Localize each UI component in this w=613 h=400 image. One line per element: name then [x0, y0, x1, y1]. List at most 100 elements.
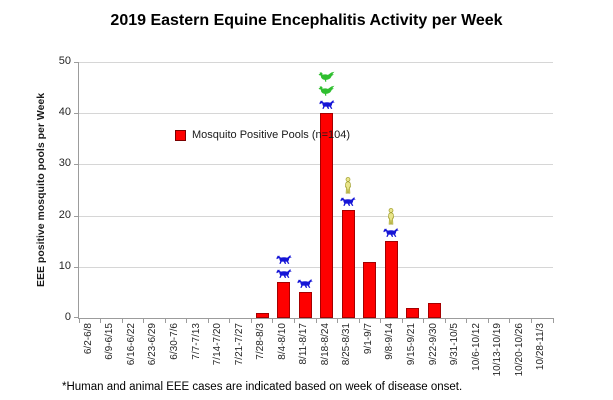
x-label-cell: 7/14-7/20 [207, 323, 229, 381]
x-axis-tick [487, 318, 489, 323]
x-tick-label: 9/22-9/30 [427, 323, 439, 366]
bar [341, 210, 355, 318]
y-tick-label: 40 [58, 106, 71, 119]
x-label-cell: 6/2-6/8 [78, 323, 100, 381]
category-cell [531, 62, 554, 323]
x-tick-label: 6/9-6/15 [104, 323, 116, 360]
x-label-cell: 10/6-10/12 [466, 323, 488, 381]
y-tick-label: 10 [58, 259, 71, 272]
x-label-cell: 7/7-7/13 [186, 323, 208, 381]
x-tick-label: 9/8-9/14 [384, 323, 396, 360]
y-axis-tick [74, 164, 79, 166]
category-cell [316, 62, 339, 323]
x-label-cell: 8/25-8/31 [337, 323, 359, 381]
x-tick-label: 8/25-8/31 [341, 323, 353, 366]
category-cell [424, 62, 446, 323]
x-label-cell: 8/18-8/24 [315, 323, 337, 381]
x-label-cell: 10/20-10/26 [509, 323, 531, 381]
x-axis-tick [229, 318, 231, 323]
x-axis-tick [207, 318, 209, 323]
x-label-cell: 9/8-9/14 [380, 323, 402, 381]
x-axis-tick [509, 318, 511, 323]
horse-icon [340, 197, 356, 207]
bar [277, 282, 291, 318]
x-axis-tick [293, 318, 295, 323]
category-cell [187, 62, 209, 323]
category-cell [208, 62, 231, 323]
x-tick-label: 6/30-7/6 [168, 323, 180, 360]
x-axis-tick [78, 318, 80, 323]
legend-label: Mosquito Positive Pools (n=104) [192, 129, 351, 141]
icon-stack-item [386, 208, 396, 225]
x-tick-label: 7/21-7/27 [233, 323, 245, 366]
x-label-cell: 8/11-8/17 [293, 323, 315, 381]
x-tick-label: 6/2-6/8 [82, 323, 94, 355]
y-tick-label: 50 [58, 55, 71, 67]
bar [320, 113, 334, 318]
y-tick-label: 0 [64, 311, 71, 323]
x-tick-label: 8/18-8/24 [319, 323, 331, 366]
x-tick-label: 9/31-10/5 [449, 323, 461, 366]
horse-icon [297, 279, 313, 289]
category-cell [510, 62, 532, 323]
horse-icon [276, 269, 292, 278]
x-axis-tick [337, 318, 339, 323]
icon-stack-item [276, 254, 292, 266]
category-cell [294, 62, 317, 323]
icon-stack-item [340, 196, 356, 208]
x-axis-tick [380, 318, 382, 323]
x-axis-tick [250, 318, 252, 323]
icon-stack-item [318, 71, 335, 83]
y-axis-tick [74, 113, 79, 115]
person-icon [388, 208, 395, 225]
category-cell [338, 62, 360, 323]
x-tick-label: 10/13-10/19 [492, 323, 504, 377]
x-axis-tick [530, 318, 532, 323]
bar [255, 312, 269, 318]
icon-stack-item [276, 268, 292, 280]
icon-stack-item [383, 227, 400, 239]
bar [384, 241, 398, 318]
x-tick-label: 6/16-6/22 [125, 323, 137, 366]
x-label-cell: 9/31-10/5 [444, 323, 466, 381]
category-cell [230, 62, 252, 323]
x-label-cell: 9/22-9/30 [423, 323, 445, 381]
x-axis-tick [315, 318, 317, 323]
gridline [79, 164, 553, 166]
x-axis-tick [164, 318, 166, 323]
horse-icon [319, 100, 335, 110]
category-cell [488, 62, 511, 323]
x-label-cell: 10/13-10/19 [487, 323, 509, 381]
y-axis-title: EEE positive mosquito pools per Week [35, 92, 47, 288]
x-axis-tick [186, 318, 188, 323]
bar [406, 307, 420, 318]
x-axis-tick [552, 318, 554, 323]
legend-swatch-icon [175, 129, 186, 141]
chart-title: 2019 Eastern Equine Encephalitis Activit… [110, 12, 503, 29]
x-tick-label: 8/11-8/17 [298, 323, 310, 365]
bar [298, 292, 312, 318]
x-axis-tick [423, 318, 425, 323]
x-axis-tick [121, 318, 123, 323]
x-tick-label: 7/7-7/13 [190, 323, 202, 360]
y-axis-tick [74, 215, 79, 217]
x-tick-label: 7/14-7/20 [212, 323, 224, 366]
footnote: *Human and animal EEE cases are indicate… [62, 381, 463, 393]
x-axis-tick [466, 318, 468, 323]
category-cell [467, 62, 489, 323]
y-axis-tick [74, 317, 79, 318]
horse-icon [276, 255, 292, 264]
x-axis-tick [272, 318, 274, 323]
bar [428, 302, 442, 318]
legend: Mosquito Positive Pools (n=104) [175, 129, 350, 141]
icon-stack-item [319, 99, 335, 111]
x-tick-label: 9/1-9/7 [362, 323, 374, 355]
icon-stack-item [343, 177, 353, 194]
category-cell [144, 62, 166, 323]
bird-icon [318, 71, 335, 82]
x-label-cell: 7/28-8/3 [250, 323, 272, 381]
x-tick-label: 10/28-11/3 [535, 323, 547, 371]
x-axis-labels: 6/2-6/8 6/9-6/15 6/16-6/22 6/23-6/29 6/30-7/… [78, 323, 552, 381]
category-cell [101, 62, 123, 323]
